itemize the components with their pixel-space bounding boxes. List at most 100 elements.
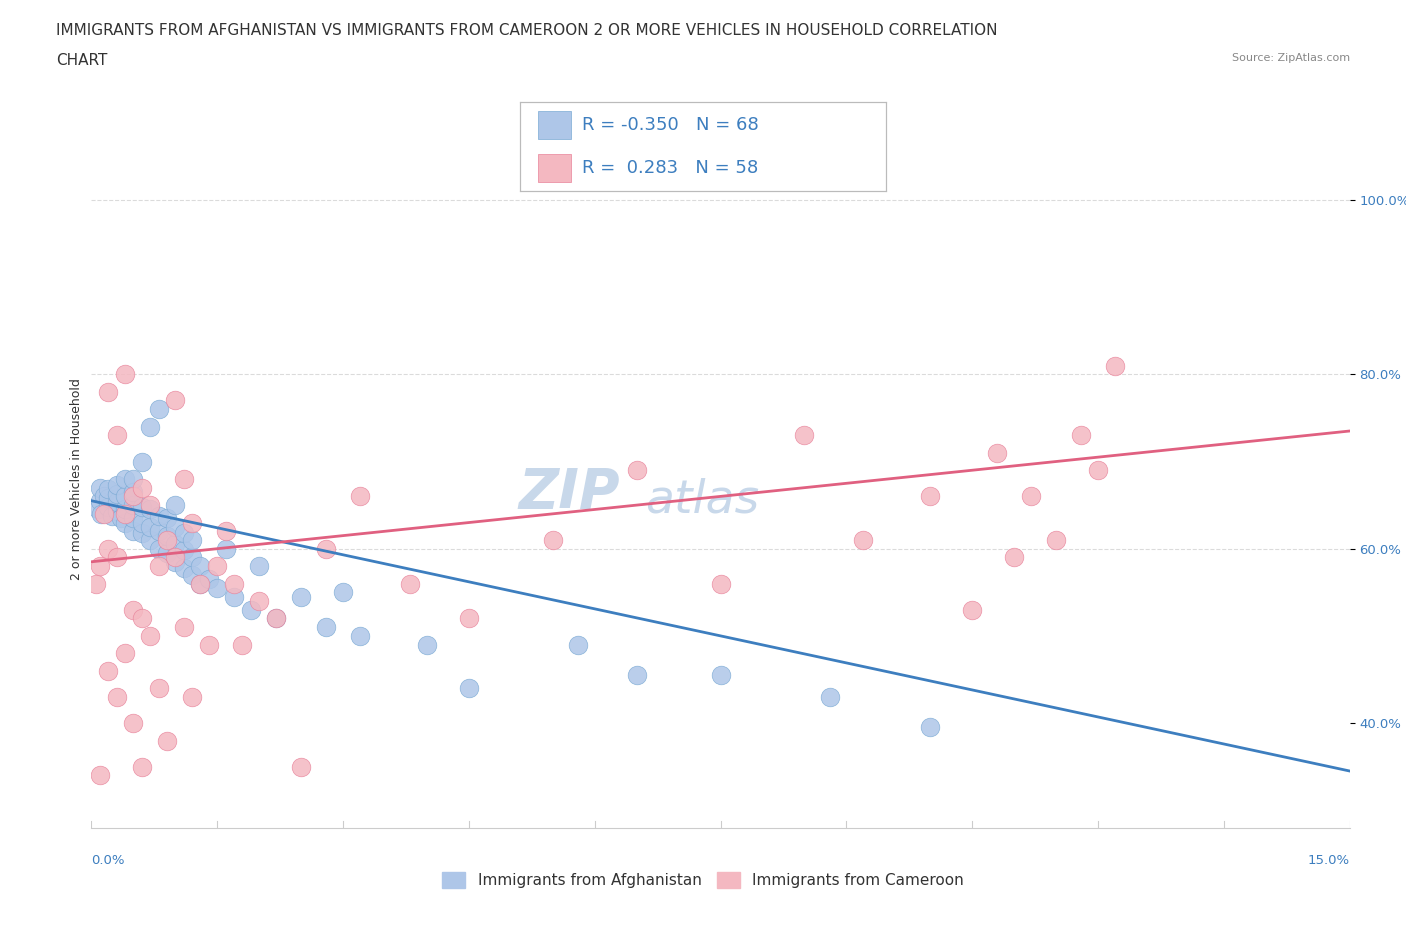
Point bbox=[139, 629, 162, 644]
Y-axis label: 2 or more Vehicles in Household: 2 or more Vehicles in Household bbox=[70, 378, 83, 580]
Point bbox=[148, 541, 170, 556]
Point bbox=[156, 533, 179, 548]
Point bbox=[148, 524, 170, 538]
Point bbox=[416, 637, 439, 652]
Point bbox=[131, 480, 153, 495]
Point bbox=[190, 576, 212, 591]
Point bbox=[148, 681, 170, 696]
Point bbox=[173, 561, 195, 576]
Point bbox=[290, 759, 312, 774]
Point bbox=[852, 533, 875, 548]
Point bbox=[181, 515, 204, 530]
Point bbox=[139, 533, 162, 548]
Point bbox=[105, 550, 128, 565]
Point bbox=[114, 507, 136, 522]
Point bbox=[1019, 489, 1042, 504]
Legend: Immigrants from Afghanistan, Immigrants from Cameroon: Immigrants from Afghanistan, Immigrants … bbox=[436, 866, 970, 895]
Point bbox=[139, 502, 162, 517]
Point bbox=[148, 559, 170, 574]
Point bbox=[962, 603, 984, 618]
Point bbox=[181, 567, 204, 582]
Text: 0.0%: 0.0% bbox=[91, 854, 125, 867]
Point bbox=[349, 629, 371, 644]
Point bbox=[114, 515, 136, 530]
Point bbox=[165, 554, 187, 569]
Point bbox=[131, 759, 153, 774]
Point bbox=[122, 603, 145, 618]
Point bbox=[156, 733, 179, 748]
Point bbox=[156, 528, 179, 543]
Point bbox=[290, 590, 312, 604]
Point bbox=[105, 478, 128, 493]
Point bbox=[101, 508, 124, 523]
Point bbox=[181, 689, 204, 704]
Point bbox=[231, 637, 253, 652]
Point bbox=[190, 576, 212, 591]
Point bbox=[222, 590, 245, 604]
Point bbox=[122, 511, 145, 525]
Point bbox=[84, 576, 107, 591]
Text: R = -0.350   N = 68: R = -0.350 N = 68 bbox=[582, 116, 759, 134]
Point bbox=[97, 663, 120, 678]
Point bbox=[114, 502, 136, 517]
Point bbox=[89, 493, 111, 508]
Point bbox=[148, 508, 170, 523]
Point bbox=[105, 504, 128, 519]
Point bbox=[793, 428, 815, 443]
Point bbox=[156, 546, 179, 561]
Point bbox=[214, 524, 236, 538]
Point bbox=[97, 541, 120, 556]
Point bbox=[131, 454, 153, 469]
Point bbox=[105, 495, 128, 510]
Point bbox=[87, 502, 110, 517]
Point bbox=[122, 524, 145, 538]
Point bbox=[105, 486, 128, 501]
Point bbox=[139, 419, 162, 434]
Point bbox=[93, 489, 115, 504]
Text: ZIP: ZIP bbox=[519, 466, 620, 520]
Point bbox=[567, 637, 589, 652]
Point bbox=[205, 559, 228, 574]
Point bbox=[139, 498, 162, 512]
Point bbox=[131, 525, 153, 540]
Point bbox=[165, 537, 187, 551]
Point bbox=[165, 498, 187, 512]
Point bbox=[89, 480, 111, 495]
Point bbox=[205, 580, 228, 595]
Text: atlas: atlas bbox=[645, 477, 759, 523]
Point bbox=[214, 541, 236, 556]
Text: 15.0%: 15.0% bbox=[1308, 854, 1350, 867]
Point bbox=[131, 611, 153, 626]
Point bbox=[399, 576, 422, 591]
Point bbox=[114, 646, 136, 661]
Point bbox=[264, 611, 287, 626]
Point bbox=[181, 550, 204, 565]
Point bbox=[709, 576, 731, 591]
Point bbox=[920, 720, 942, 735]
Text: R =  0.283   N = 58: R = 0.283 N = 58 bbox=[582, 159, 759, 177]
Point bbox=[1002, 550, 1025, 565]
Point bbox=[1045, 533, 1067, 548]
Point bbox=[139, 520, 162, 535]
Point bbox=[173, 619, 195, 634]
Text: Source: ZipAtlas.com: Source: ZipAtlas.com bbox=[1232, 53, 1350, 63]
Point bbox=[131, 515, 153, 530]
Point bbox=[315, 541, 337, 556]
Point bbox=[114, 472, 136, 486]
Point bbox=[105, 428, 128, 443]
Point bbox=[239, 603, 262, 618]
Point bbox=[122, 716, 145, 731]
Point bbox=[332, 585, 354, 600]
Point bbox=[181, 533, 204, 548]
Point bbox=[122, 489, 145, 504]
Point bbox=[114, 367, 136, 382]
Point bbox=[105, 689, 128, 704]
Point bbox=[156, 511, 179, 525]
Point bbox=[165, 520, 187, 535]
Point bbox=[110, 511, 132, 525]
Point bbox=[173, 543, 195, 558]
Point bbox=[114, 489, 136, 504]
Point bbox=[264, 611, 287, 626]
Point bbox=[173, 525, 195, 540]
Point bbox=[122, 472, 145, 486]
